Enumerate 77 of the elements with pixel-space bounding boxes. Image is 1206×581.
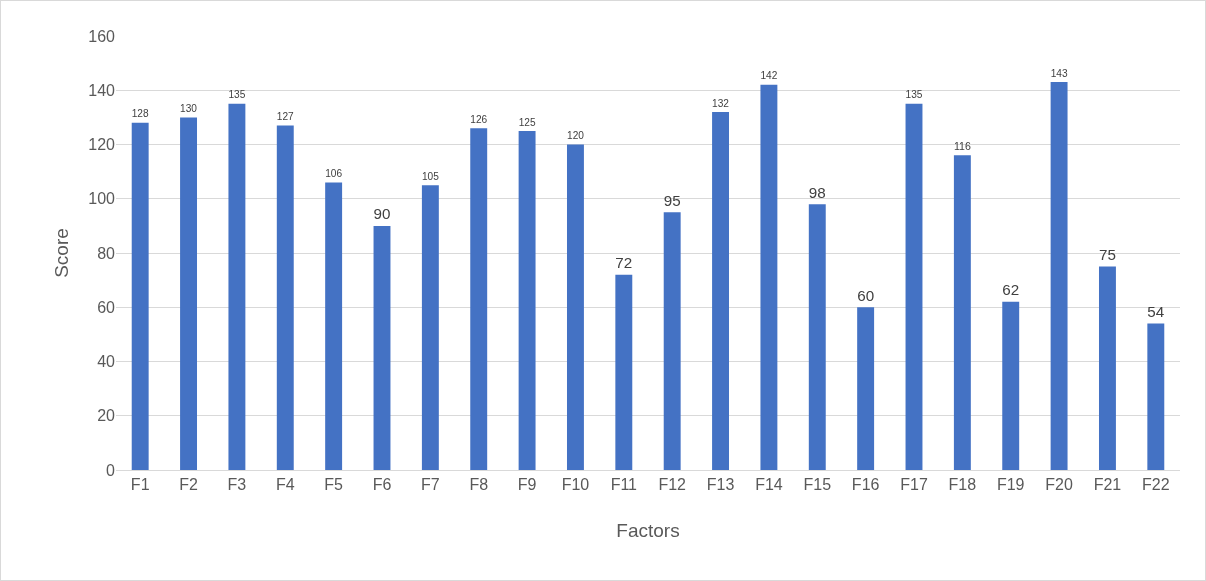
data-label: 126 — [470, 113, 488, 125]
x-tick-label: F6 — [372, 476, 392, 494]
data-label: 128 — [131, 108, 149, 120]
x-tick-label: F1 — [130, 476, 150, 494]
y-tick-label: 20 — [97, 407, 116, 425]
x-tick-label: F5 — [324, 476, 344, 494]
x-tick-label: F10 — [561, 476, 590, 494]
bar — [566, 144, 584, 470]
x-tick-label: F21 — [1093, 476, 1122, 494]
x-tick-label: F4 — [275, 476, 295, 494]
x-tick-label: F12 — [658, 476, 687, 494]
bar — [1002, 301, 1020, 470]
data-label: 116 — [953, 139, 971, 152]
bar — [1050, 82, 1068, 470]
y-tick-label: 160 — [88, 27, 116, 45]
x-tick-label: F9 — [517, 476, 537, 494]
data-label: 106 — [325, 168, 343, 180]
bar — [905, 103, 923, 470]
bar — [131, 122, 149, 470]
bar — [518, 130, 536, 470]
x-tick-label: F17 — [900, 476, 928, 494]
data-label: 127 — [276, 111, 295, 123]
bar — [615, 274, 633, 470]
x-tick-label: F19 — [996, 476, 1025, 494]
bar — [663, 212, 681, 470]
bar — [1098, 266, 1116, 470]
x-tick-label: F18 — [948, 476, 977, 494]
bar — [760, 84, 778, 470]
data-label: 130 — [180, 102, 198, 114]
x-tick-label: F16 — [851, 476, 880, 494]
data-label: 120 — [567, 130, 585, 142]
data-label: 60 — [857, 286, 875, 304]
x-tick-label: F2 — [179, 476, 198, 494]
bar — [712, 111, 730, 470]
y-tick-label: 60 — [97, 298, 116, 316]
data-label: 135 — [228, 89, 246, 101]
x-tick-label: F14 — [755, 476, 783, 494]
data-label: 143 — [1050, 67, 1068, 79]
x-tick-label: F7 — [421, 476, 440, 494]
y-tick-label: 80 — [97, 244, 116, 262]
data-label: 125 — [518, 116, 536, 128]
data-label: 132 — [712, 97, 730, 109]
data-label: 75 — [1098, 245, 1116, 263]
y-tick-label: 100 — [88, 190, 116, 208]
bar — [325, 182, 343, 470]
bar — [180, 117, 198, 470]
x-tick-label: F8 — [469, 476, 489, 494]
bar — [857, 307, 875, 470]
data-label: 54 — [1147, 302, 1165, 320]
data-label: 90 — [373, 205, 391, 223]
data-label: 72 — [615, 254, 633, 272]
bar — [470, 128, 488, 470]
y-axis-title: Score — [51, 228, 72, 278]
y-tick-label: 140 — [88, 81, 116, 99]
x-axis-title: Factors — [616, 520, 680, 541]
data-label: 62 — [1002, 281, 1020, 299]
x-tick-label: F22 — [1142, 476, 1170, 494]
data-label: 98 — [808, 183, 826, 201]
data-label: 135 — [905, 89, 923, 101]
x-tick-label: F11 — [610, 476, 638, 494]
data-label: 105 — [421, 170, 440, 182]
x-tick-label: F20 — [1045, 476, 1073, 494]
data-label: 95 — [663, 191, 681, 209]
x-tick-label: F13 — [706, 476, 735, 494]
bar — [1147, 323, 1165, 470]
bar — [953, 155, 971, 470]
data-label: 142 — [760, 70, 778, 82]
y-tick-label: 120 — [88, 136, 116, 154]
x-tick-label: F3 — [227, 476, 247, 494]
bar — [228, 103, 246, 470]
y-tick-label: 40 — [97, 353, 116, 371]
x-tick-label: F15 — [803, 476, 832, 494]
y-tick-label: 0 — [106, 461, 116, 479]
bar — [808, 204, 826, 470]
bar — [373, 225, 391, 470]
bar — [421, 185, 439, 470]
bar — [276, 125, 294, 470]
